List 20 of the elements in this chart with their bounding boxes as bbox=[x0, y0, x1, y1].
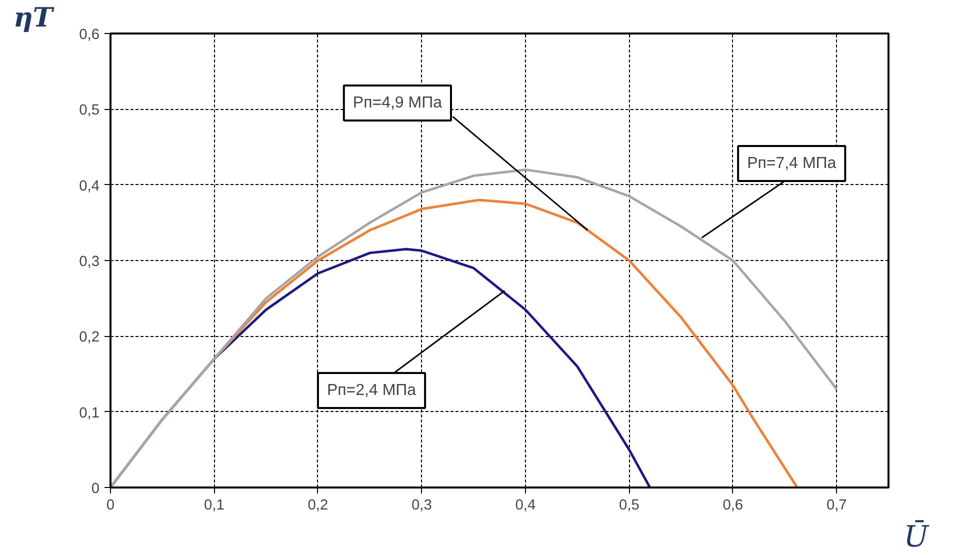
y-tick-label: 0,5 bbox=[79, 102, 100, 119]
x-axis-title: Ū bbox=[904, 520, 930, 554]
y-tick-label: 0,1 bbox=[79, 405, 100, 422]
y-tick-label: 0,6 bbox=[79, 27, 100, 43]
x-tick-label: 0 bbox=[106, 498, 115, 514]
annotation: Pп=4,9 МПа bbox=[352, 94, 442, 112]
y-tick-label: 0,2 bbox=[79, 330, 100, 346]
x-tick-label: 0,4 bbox=[515, 498, 536, 514]
x-tick-label: 0,1 bbox=[204, 498, 224, 514]
x-tick-label: 0,6 bbox=[722, 498, 744, 514]
y-axis-title: ηT bbox=[14, 2, 55, 34]
x-tick-label: 0,3 bbox=[412, 498, 432, 514]
annotation: Pп=2,4 МПа bbox=[326, 382, 416, 400]
annotation: Pп=7,4 МПа bbox=[747, 155, 836, 172]
y-tick-label: 0,3 bbox=[79, 254, 100, 270]
x-tick-label: 0,2 bbox=[308, 498, 328, 514]
x-tick-label: 0,5 bbox=[618, 498, 640, 514]
y-tick-label: 0 bbox=[91, 481, 100, 497]
y-tick-label: 0,4 bbox=[79, 178, 100, 194]
x-tick-label: 0,7 bbox=[826, 498, 847, 514]
